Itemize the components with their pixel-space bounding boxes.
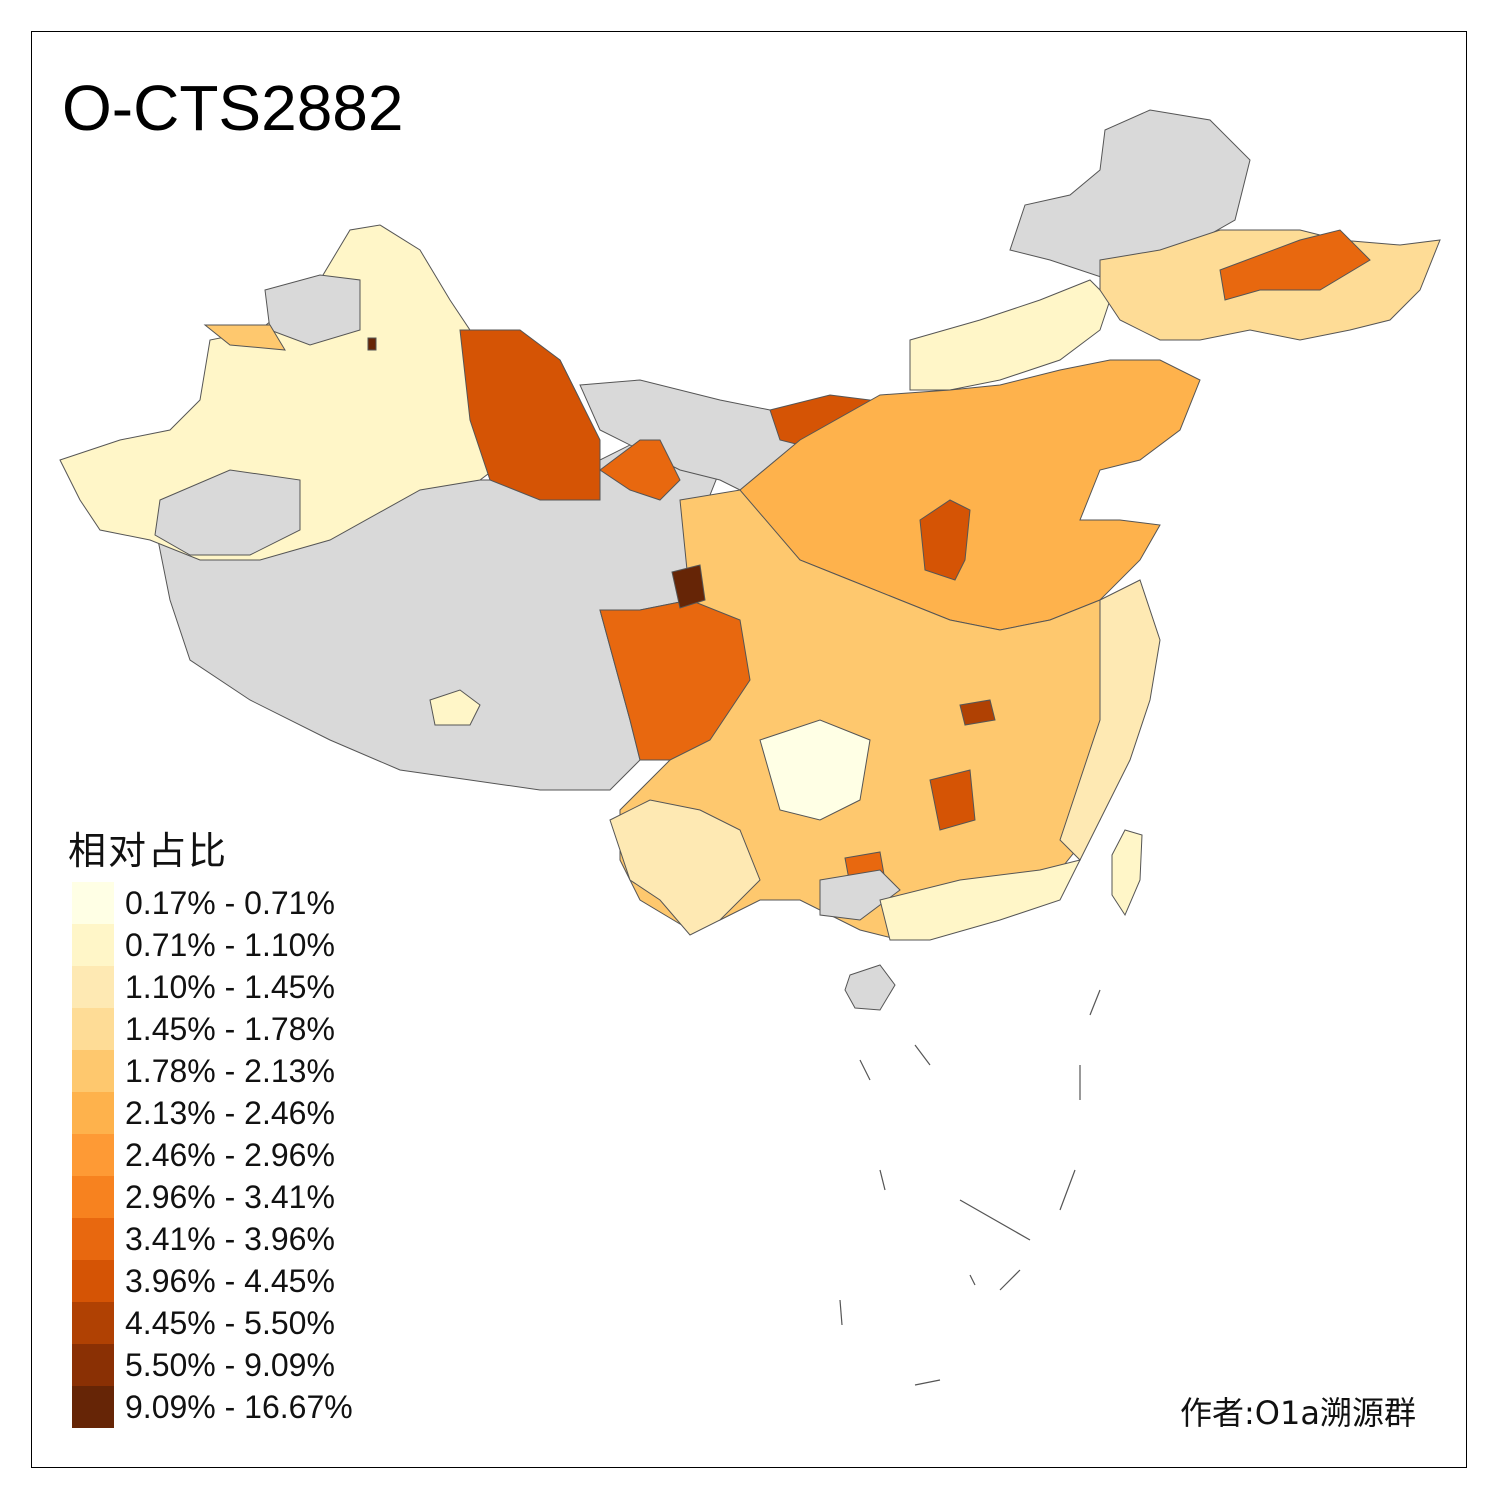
legend-title: 相对占比 [68,829,229,873]
legend-swatch [72,1050,114,1092]
region-guangdong [879,859,1081,941]
south-sea-islands [839,989,1101,1386]
region-south-nodata [819,869,901,921]
legend-item: 4.45% - 5.50% [72,1302,353,1344]
legend-label: 3.96% - 4.45% [125,1262,335,1299]
legend-label: 0.17% - 0.71% [125,884,335,921]
region-hubei-hot [959,699,996,726]
legend-item: 0.17% - 0.71% [72,882,353,924]
legend-label: 3.41% - 3.96% [125,1220,335,1257]
legend-swatch [72,924,114,966]
legend-item: 2.96% - 3.41% [72,1176,353,1218]
legend-label: 1.78% - 2.13% [125,1052,335,1089]
region-yunnan [609,799,761,936]
legend-label: 5.50% - 9.09% [125,1346,335,1383]
region-shanxi-hot [919,499,971,581]
legend-swatch [72,882,114,924]
legend-item: 3.41% - 3.96% [72,1218,353,1260]
legend-swatch [72,1344,114,1386]
legend-label: 4.45% - 5.50% [125,1304,335,1341]
legend-label: 9.09% - 16.67% [125,1388,353,1425]
author-credit: 作者:O1a溯源群 [1180,1394,1416,1432]
region-sichuan-west [599,599,751,761]
legend-swatch [72,1176,114,1218]
legend-item: 1.78% - 2.13% [72,1050,353,1092]
legend-swatch [72,1092,114,1134]
legend-swatch [72,1008,114,1050]
region-inner-mongolia [909,279,1111,391]
legend-swatch [72,1218,114,1260]
legend-label: 2.96% - 3.41% [125,1178,335,1215]
region-hunan-hot [929,769,976,831]
region-qinghai [599,439,681,501]
region-guizhou [759,719,871,821]
legend-label: 2.46% - 2.96% [125,1136,335,1173]
region-hotspot-xj [367,337,377,351]
legend-swatch [72,1302,114,1344]
region-tibet-pale [429,689,481,726]
legend-swatch [72,1134,114,1176]
region-east-coast [1059,579,1161,861]
legend-item: 2.13% - 2.46% [72,1092,353,1134]
legend-label: 2.13% - 2.46% [125,1094,335,1131]
legend-item: 9.09% - 16.67% [72,1386,353,1428]
legend-label: 1.10% - 1.45% [125,968,335,1005]
legend-swatch [72,1260,114,1302]
legend-label: 1.45% - 1.78% [125,1010,335,1047]
region-tarim-nodata [154,469,301,556]
legend: 0.17% - 0.71% 0.71% - 1.10% 1.10% - 1.45% 1… [72,882,353,1428]
legend-label: 0.71% - 1.10% [125,926,335,963]
legend-item: 5.50% - 9.09% [72,1344,353,1386]
region-hlj-hot [1219,229,1371,301]
region-hainan-nodata [844,964,896,1011]
legend-item: 0.71% - 1.10% [72,924,353,966]
region-taiwan-nodata [1111,829,1143,917]
legend-item: 2.46% - 2.96% [72,1134,353,1176]
legend-swatch [72,966,114,1008]
region-ili [203,324,286,351]
region-qinghai-hot [671,564,706,609]
legend-item: 3.96% - 4.45% [72,1260,353,1302]
map-title: O-CTS2882 [62,72,404,144]
legend-item: 1.10% - 1.45% [72,966,353,1008]
legend-item: 1.45% - 1.78% [72,1008,353,1050]
legend-swatch [72,1386,114,1428]
base-landmass [59,109,1441,1011]
